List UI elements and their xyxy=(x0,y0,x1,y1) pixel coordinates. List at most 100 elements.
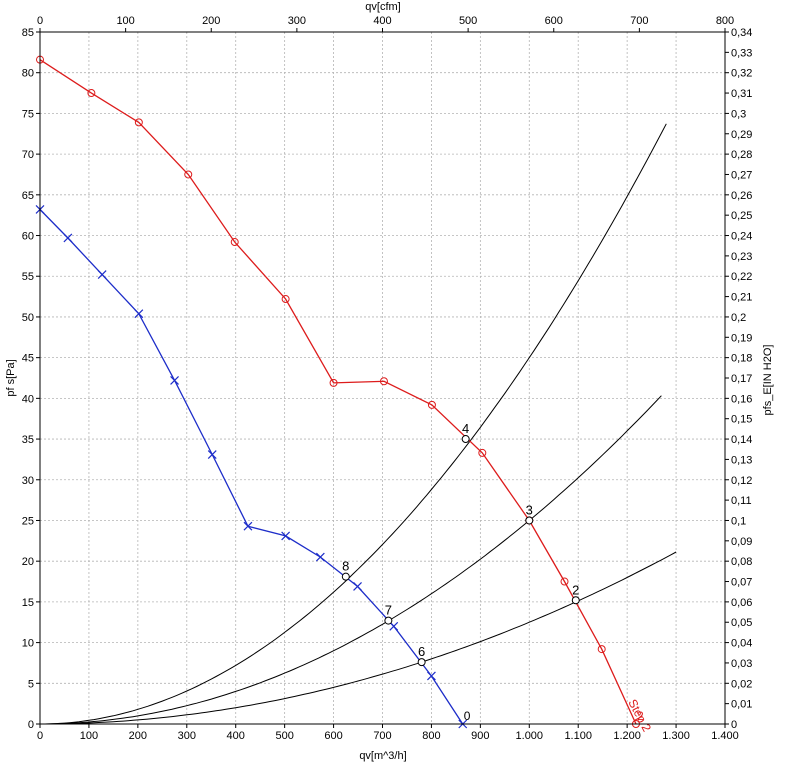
x-tick-label: 200 xyxy=(129,730,147,742)
x2-tick-label: 500 xyxy=(459,15,477,27)
operating-point-marker xyxy=(571,596,580,605)
y2-tick-label: 0,01 xyxy=(731,699,752,711)
y2-tick-label: 0,21 xyxy=(731,292,752,304)
x-tick-label: 600 xyxy=(324,730,342,742)
y2-tick-label: 0,05 xyxy=(731,617,752,629)
y2-tick-label: 0,29 xyxy=(731,129,752,141)
y2-tick-label: 0,17 xyxy=(731,373,752,385)
data-point xyxy=(379,377,388,386)
operating-point-marker xyxy=(384,616,393,625)
data-point xyxy=(87,89,96,98)
operating-point-label: 3 xyxy=(526,502,533,517)
y2-tick-label: 0,04 xyxy=(731,638,752,650)
operating-point-marker xyxy=(461,435,470,444)
series-line-0 xyxy=(39,59,637,725)
y2-tick-label: 0,15 xyxy=(731,414,752,426)
y2-tick-label: 0,09 xyxy=(731,536,752,548)
data-point xyxy=(184,170,193,179)
x2-tick-label: 300 xyxy=(288,15,306,27)
data-point xyxy=(134,309,144,319)
series-line-1 xyxy=(39,209,464,725)
x-tick-label: 800 xyxy=(422,730,440,742)
data-point xyxy=(97,270,107,280)
y-tick-label: 45 xyxy=(22,353,34,365)
system-curve xyxy=(40,395,662,725)
y-tick-label: 35 xyxy=(22,434,34,446)
y2-tick-label: 0,02 xyxy=(731,678,752,690)
x2-tick-label: 600 xyxy=(545,15,563,27)
y-tick-label: 55 xyxy=(22,271,34,283)
y2-tick-label: 0,34 xyxy=(731,27,752,39)
y2-tick-label: 0,28 xyxy=(731,149,752,161)
x-tick-label: 1.300 xyxy=(662,730,690,742)
operating-point-marker xyxy=(341,572,350,581)
data-point xyxy=(353,581,362,591)
data-point xyxy=(597,645,606,654)
y-tick-label: 0 xyxy=(28,719,34,731)
y2-tick-label: 0,18 xyxy=(731,353,752,365)
y-tick-label: 65 xyxy=(22,190,34,202)
data-point xyxy=(281,531,291,541)
data-point xyxy=(478,448,487,457)
y-tick-label: 50 xyxy=(22,312,34,324)
y-tick-label: 15 xyxy=(22,597,34,609)
left-axis-title: pf s[Pa] xyxy=(5,359,17,396)
y-tick-label: 75 xyxy=(22,108,34,120)
x2-tick-label: 0 xyxy=(37,15,43,27)
data-point xyxy=(170,376,179,385)
data-point xyxy=(207,450,217,459)
y-tick-label: 30 xyxy=(22,475,34,487)
x-tick-label: 1.000 xyxy=(516,730,544,742)
system-curve xyxy=(40,551,677,725)
y2-tick-label: 0,2 xyxy=(731,312,746,324)
right-axis-title: pfs_E[IN H2O] xyxy=(762,345,774,416)
operating-points: 4 3 2 8 7 6 xyxy=(341,421,580,667)
data-point xyxy=(560,577,569,586)
y-tick-label: 20 xyxy=(22,556,34,568)
y2-tick-label: 0,13 xyxy=(731,454,752,466)
x-tick-label: 1.400 xyxy=(711,730,739,742)
tick-labels: 0 100 200 300 400 500 600 700 800 900 1.000 1.100 1.… xyxy=(22,15,753,742)
y-tick-label: 70 xyxy=(22,149,34,161)
y2-tick-label: 0,03 xyxy=(731,658,752,670)
data-point xyxy=(63,233,73,243)
y2-tick-label: 0,16 xyxy=(731,393,752,405)
y2-tick-label: 0,3 xyxy=(731,108,746,120)
y-tick-label: 25 xyxy=(22,515,34,527)
data-point xyxy=(134,118,143,127)
x-tick-label: 400 xyxy=(227,730,245,742)
operating-point-marker xyxy=(417,658,426,667)
operating-point-label: 4 xyxy=(462,421,469,436)
operating-point-label: 6 xyxy=(418,644,425,659)
x2-tick-label: 100 xyxy=(116,15,134,27)
y2-tick-label: 0,19 xyxy=(731,332,752,344)
system-curves xyxy=(40,123,677,725)
x-tick-label: 900 xyxy=(471,730,489,742)
x-tick-label: 0 xyxy=(37,730,43,742)
y2-tick-label: 0,08 xyxy=(731,556,752,568)
series-end-label: 2 xyxy=(637,709,644,723)
data-point xyxy=(281,295,290,304)
y2-tick-label: 0,31 xyxy=(731,88,752,100)
x-tick-label: 100 xyxy=(80,730,98,742)
x-tick-label: 1.200 xyxy=(613,730,641,742)
x2-tick-label: 700 xyxy=(630,15,648,27)
y-tick-label: 60 xyxy=(22,231,34,243)
y-tick-label: 10 xyxy=(22,638,34,650)
y2-tick-label: 0,23 xyxy=(731,251,752,263)
data-point xyxy=(329,378,338,387)
y2-tick-label: 0,1 xyxy=(731,515,746,527)
x2-tick-label: 200 xyxy=(202,15,220,27)
y2-tick-label: 0,22 xyxy=(731,271,752,283)
y2-tick-label: 0,32 xyxy=(731,68,752,80)
x-tick-label: 300 xyxy=(178,730,196,742)
operating-point-label: 7 xyxy=(385,603,392,618)
operating-point-marker xyxy=(525,516,534,525)
x2-tick-label: 400 xyxy=(373,15,391,27)
y2-tick-label: 0,14 xyxy=(731,434,752,446)
y2-tick-label: 0,27 xyxy=(731,169,752,181)
operating-point-label: 8 xyxy=(342,559,349,574)
y2-tick-label: 0,24 xyxy=(731,231,752,243)
series-end-label: 0 xyxy=(464,709,471,723)
